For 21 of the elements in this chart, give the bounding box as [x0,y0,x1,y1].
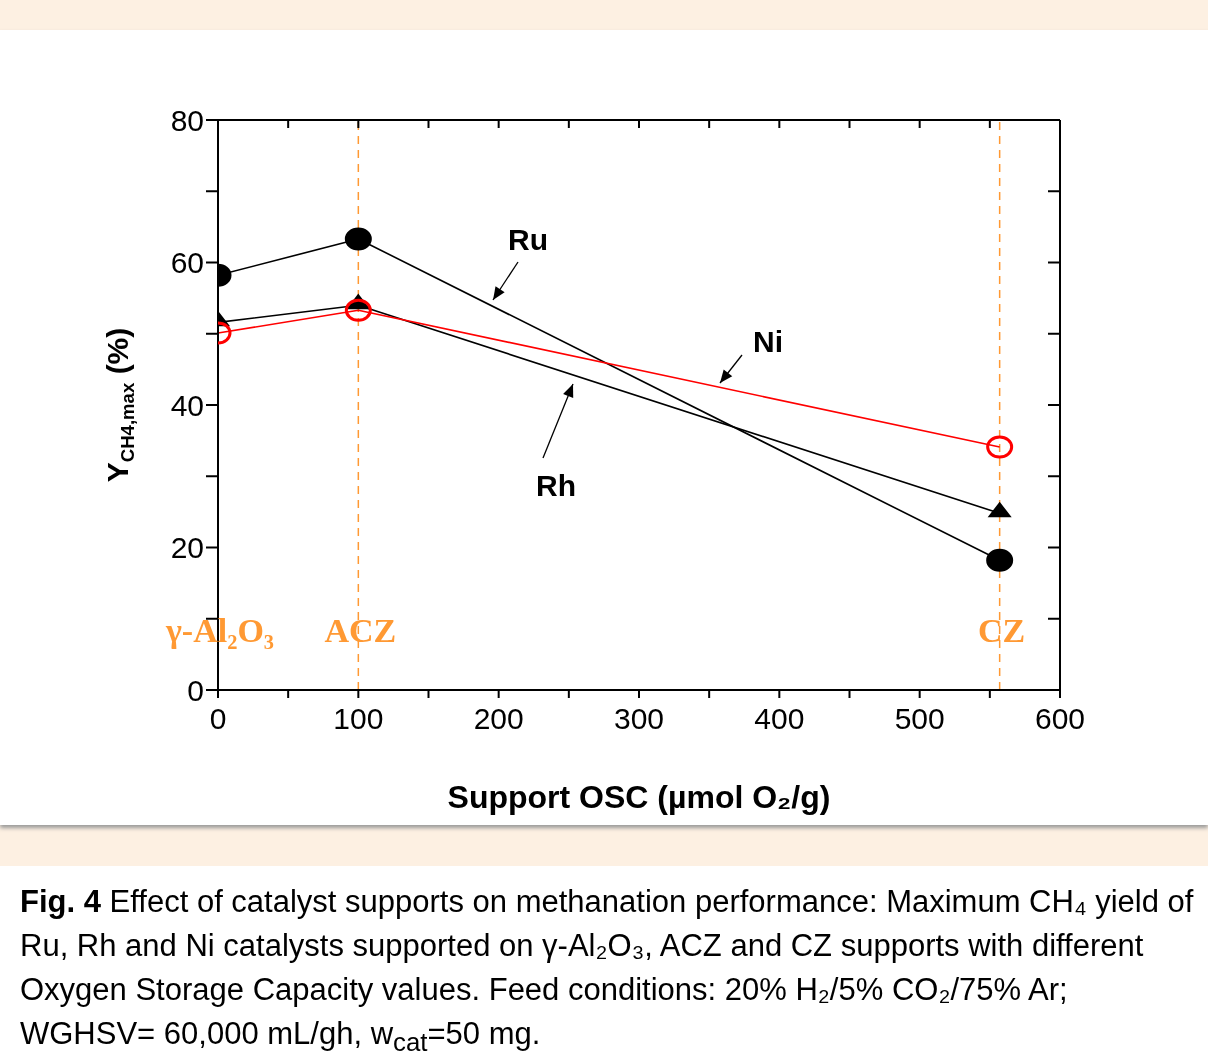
y-tick-label: 0 [187,673,204,707]
ref-line-label: ACZ [324,612,397,649]
x-tick-label: 100 [333,702,384,736]
series-label: Ru [508,223,548,256]
y-tick-label: 20 [170,531,204,565]
y-tick-label: 40 [170,388,204,422]
x-tick-label: 600 [1034,702,1086,736]
ref-line-label: CZ [978,612,1026,649]
x-tick-label: 400 [754,702,805,736]
text: Rh [536,469,576,502]
point [986,548,1014,572]
y-tick-label: 80 [170,103,204,137]
y-tick-label: 60 [170,246,204,280]
point [986,435,1014,459]
x-tick-label: 300 [613,702,665,736]
series-label: Ni [753,325,783,358]
x-tick-label: 500 [894,702,945,736]
x-tick-label: 200 [473,702,524,736]
caption: Fig. 4 Effect of catalyst supports on methanation performance: Maximum CH₄ yield of Ru, Rh and Ni catalysts supported on γ-Al₂O₃, ACZ and CZ supports with different Oxygen Storage Capacity values. Feed conditions: 20% H₂/5% CO₂/75% Ar; WGHSV= 60,000 mL/gh, w$_{cat}$=50 mg. [20,884,1194,1057]
x-tick-label: 0 [209,702,227,736]
x-axis-title: Support OSC (µmol O₂/g) [447,779,831,815]
